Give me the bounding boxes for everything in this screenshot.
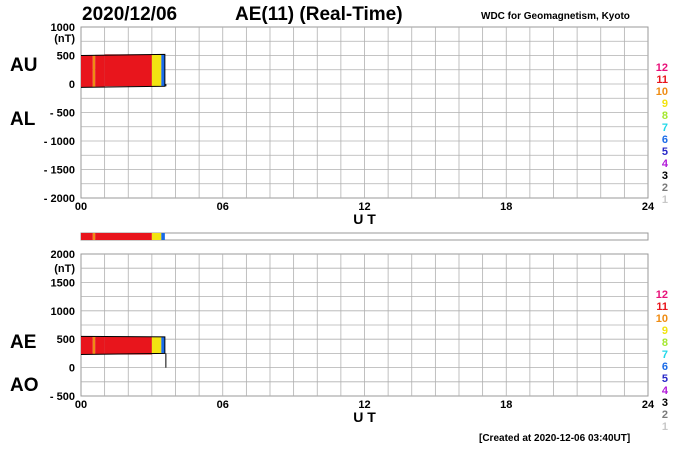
series-label: AE — [10, 332, 36, 353]
legend-level: 11 — [656, 301, 668, 313]
x-tick-label: 00 — [75, 399, 87, 411]
x-tick-label: 12 — [358, 201, 370, 213]
y-tick-label: - 1000 — [44, 136, 75, 148]
legend-level: 1 — [662, 421, 668, 433]
y-tick-label: - 2000 — [44, 193, 75, 205]
x-axis-label: U T — [353, 211, 376, 227]
x-tick-label: 12 — [358, 399, 370, 411]
activity-bar-segment — [104, 336, 152, 355]
activity-bar-segment — [92, 336, 96, 355]
activity-strip-segment — [92, 233, 96, 240]
y-tick-label: 500 — [57, 334, 75, 346]
y-tick-label: - 500 — [50, 391, 75, 403]
legend-level: 12 — [656, 289, 668, 301]
x-tick-label: 24 — [642, 399, 655, 411]
activity-bar-segment — [95, 54, 105, 87]
legend-level: 8 — [662, 337, 668, 349]
y-tick-label: 2000 — [51, 249, 75, 261]
x-tick-label: 24 — [642, 201, 655, 213]
y-tick-label: 0 — [69, 363, 75, 375]
x-tick-label: 06 — [217, 399, 229, 411]
legend-level: 4 — [662, 158, 669, 170]
legend-level: 2 — [662, 409, 668, 421]
x-axis-label: U T — [353, 409, 376, 425]
legend-level: 9 — [662, 325, 668, 337]
y-tick-label: 1000 — [51, 22, 75, 34]
activity-bar-segment — [95, 336, 105, 355]
activity-bar-segment — [92, 55, 96, 88]
legend-level: 6 — [662, 134, 668, 146]
activity-bar-segment — [161, 54, 165, 87]
legend-level: 7 — [662, 122, 668, 134]
x-tick-label: 06 — [217, 201, 229, 213]
y-tick-label: 500 — [57, 51, 75, 63]
series-label: AL — [10, 109, 36, 130]
legend-level: 3 — [662, 397, 668, 409]
legend-level: 1 — [662, 194, 668, 206]
activity-bar-segment — [104, 54, 152, 87]
chart-date: 2020/12/06 — [82, 4, 178, 25]
activity-bar-segment — [81, 55, 93, 88]
y-tick-label: 0 — [69, 79, 75, 91]
legend-level: 9 — [662, 98, 668, 110]
activity-outline — [80, 335, 166, 356]
y-tick-label: - 1500 — [44, 165, 75, 177]
legend-level: 3 — [662, 170, 668, 182]
activity-outline — [80, 53, 166, 88]
chart-title: AE(11) (Real-Time) — [235, 4, 403, 25]
activity-strip — [80, 232, 649, 241]
activity-bar-segment — [81, 336, 93, 355]
legend-level: 8 — [662, 110, 668, 122]
legend-level: 11 — [656, 74, 668, 86]
legend-level: 7 — [662, 349, 668, 361]
legend-level: 12 — [656, 62, 668, 74]
x-tick-label: 18 — [500, 201, 512, 213]
legend-level: 4 — [662, 385, 669, 397]
y-unit-label: (nT) — [54, 33, 75, 45]
x-tick-label: 00 — [75, 201, 87, 213]
y-tick-label: 1000 — [51, 306, 75, 318]
legend-level: 10 — [656, 313, 668, 325]
activity-bar-segment — [151, 54, 162, 87]
series-label: AO — [10, 375, 39, 396]
y-tick-label: 1500 — [51, 277, 75, 289]
y-unit-label: (nT) — [54, 263, 75, 275]
legend-level: 6 — [662, 361, 668, 373]
activity-bar-segment — [151, 336, 162, 354]
created-timestamp: [Created at 2020-12-06 03:40UT] — [479, 433, 631, 444]
chart-source: WDC for Geomagnetism, Kyoto — [481, 11, 630, 22]
activity-strip-segment — [81, 233, 93, 240]
activity-bar-segment — [161, 336, 165, 354]
legend-level: 5 — [662, 146, 668, 158]
activity-strip-segment — [95, 233, 152, 240]
legend-level: 5 — [662, 373, 668, 385]
y-tick-label: - 500 — [50, 108, 75, 120]
legend-level: 2 — [662, 182, 668, 194]
legend-level: 10 — [656, 86, 668, 98]
series-label: AU — [10, 55, 37, 76]
activity-strip-segment — [161, 233, 165, 240]
activity-strip-segment — [151, 233, 162, 240]
x-tick-label: 18 — [500, 399, 512, 411]
